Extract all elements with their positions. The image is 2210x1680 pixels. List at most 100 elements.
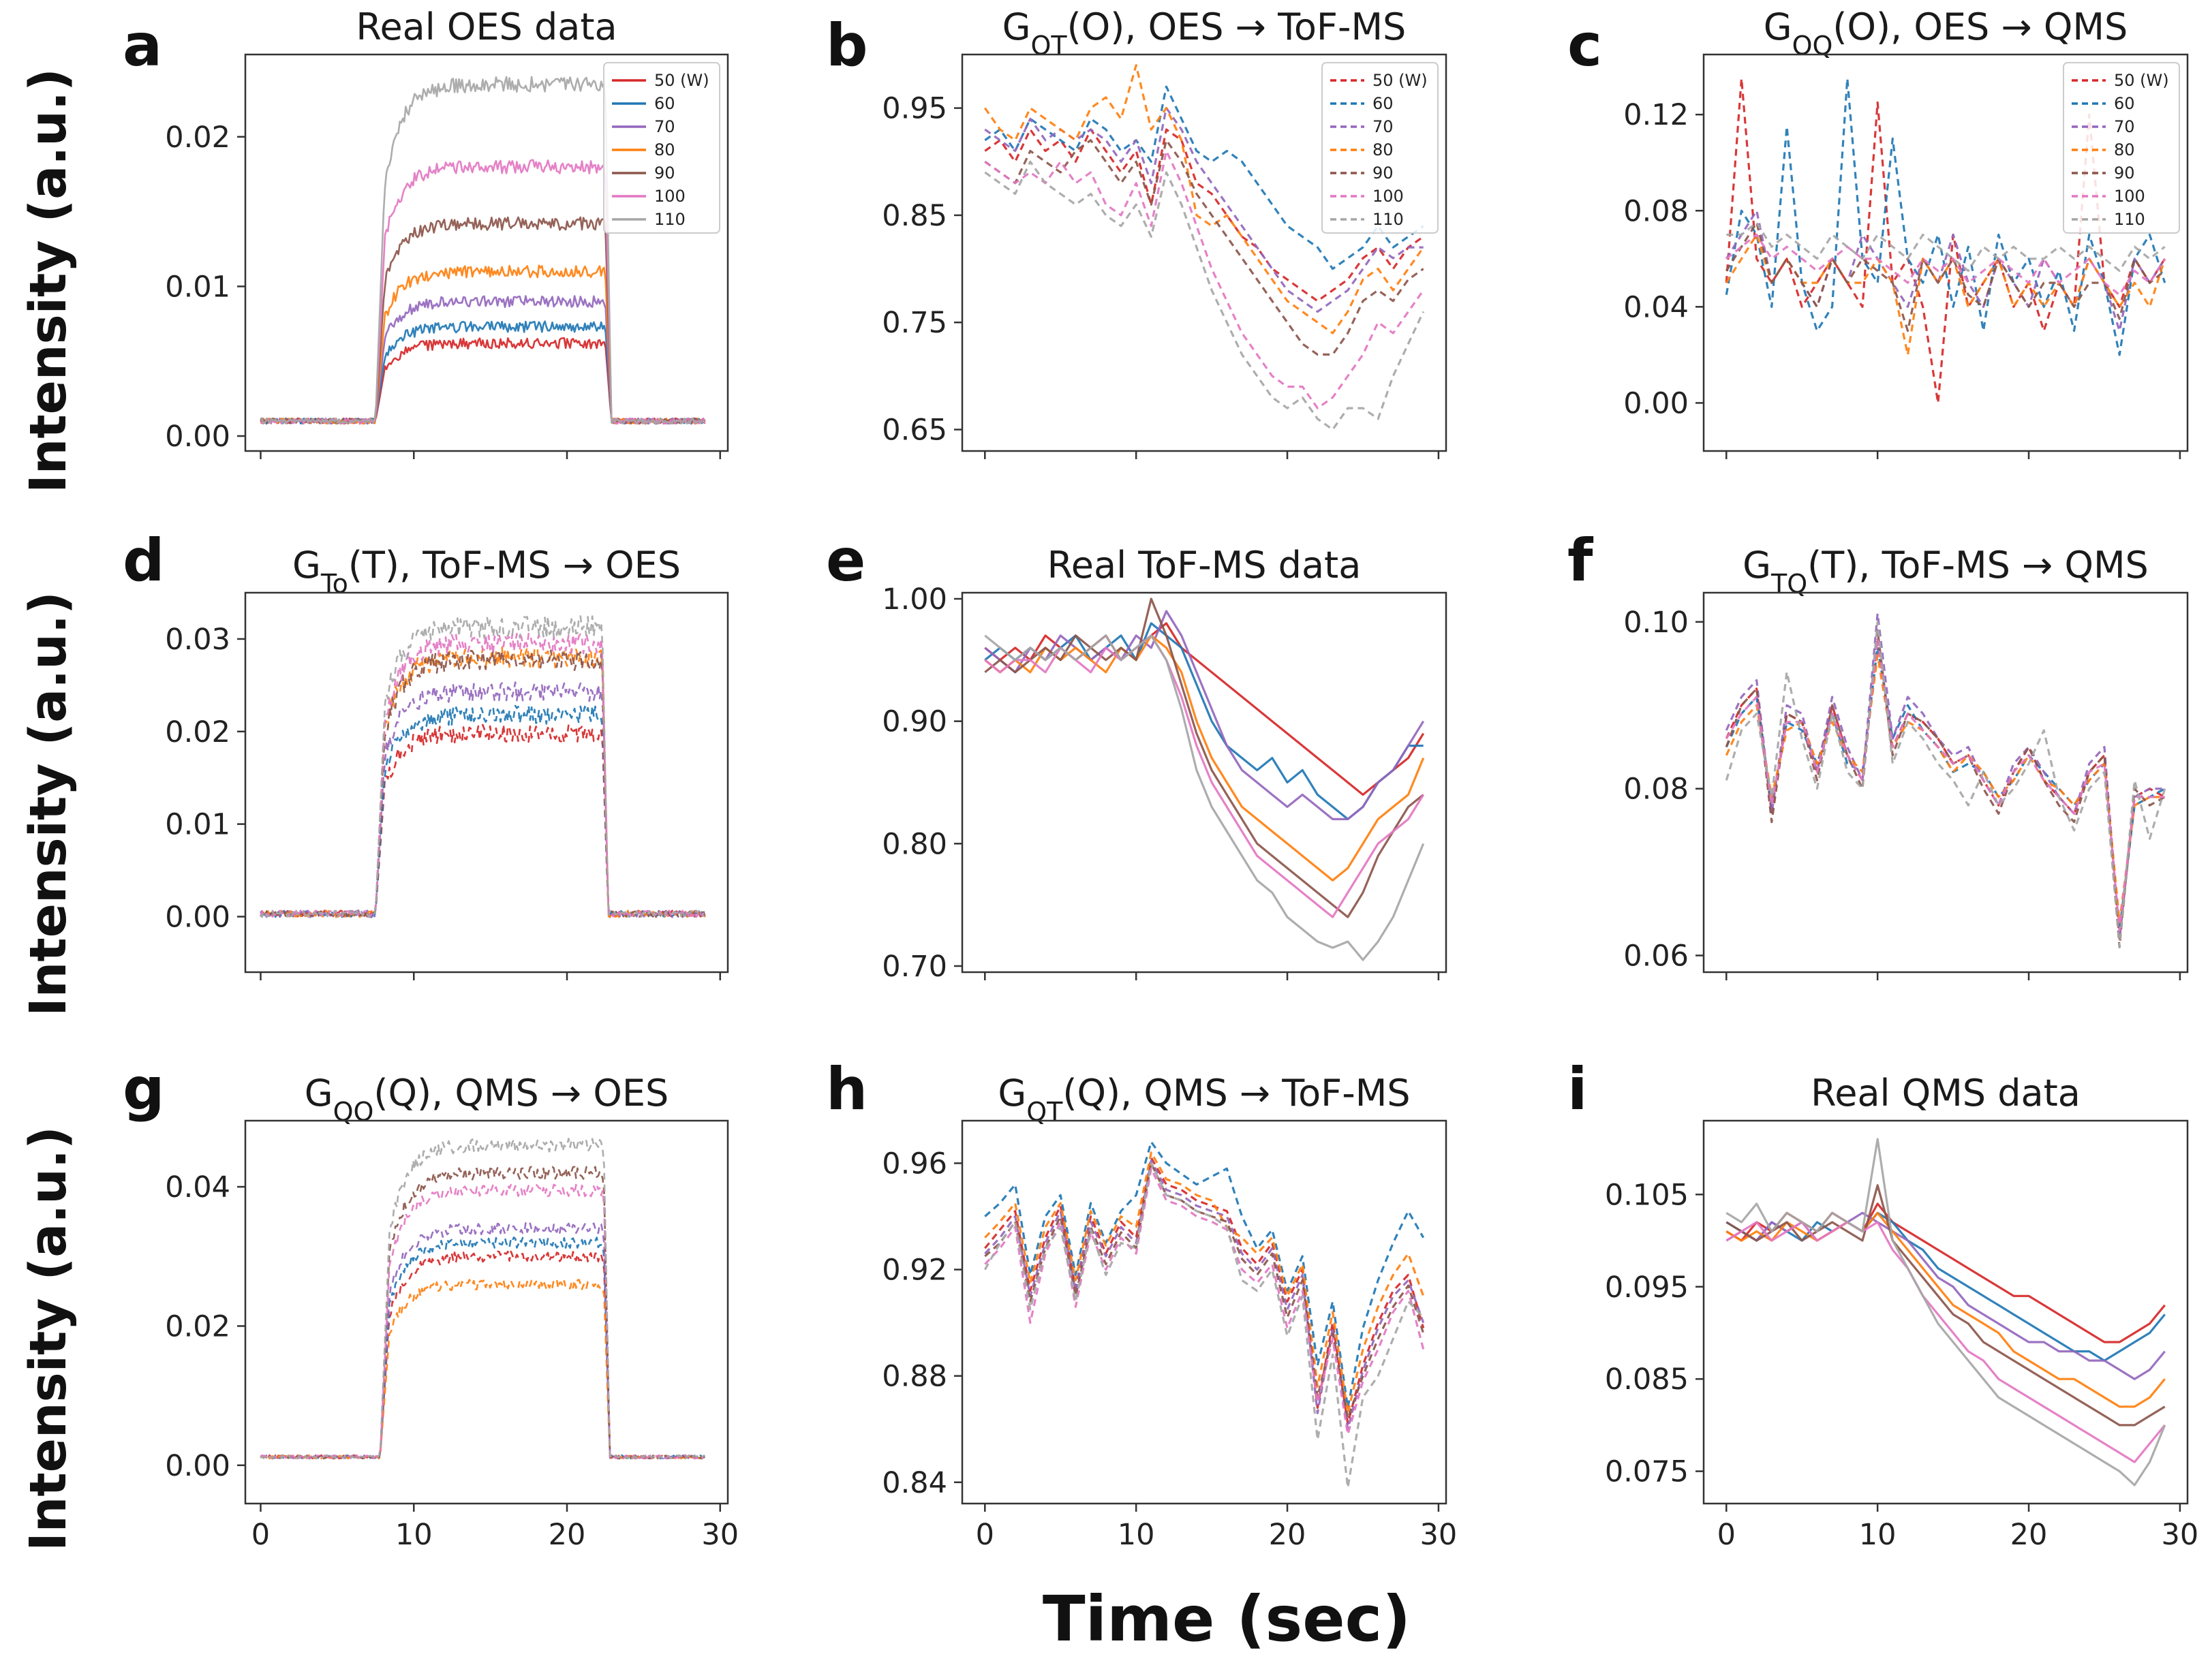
series-line-100 — [984, 1167, 1425, 1436]
legend-entry: 70 — [1372, 117, 1394, 136]
panel-title-main: G — [1002, 5, 1031, 48]
panel-title-tail: (O), OES → QMS — [1832, 5, 2128, 48]
panel-label-e: e — [826, 527, 865, 595]
legend-box — [1321, 62, 1439, 234]
series-line-50w — [984, 128, 1424, 302]
series-line-50w — [984, 1157, 1425, 1425]
y-tick-label: 0.08 — [1623, 194, 1689, 228]
series-line-100 — [260, 1183, 705, 1460]
panel-title-main: G — [292, 544, 321, 587]
series-group — [1725, 77, 2166, 405]
x-tick-label: 30 — [701, 1518, 739, 1552]
series-line-100 — [1725, 1221, 2166, 1463]
y-tick-label: 0.04 — [165, 1170, 230, 1204]
series-line-70 — [984, 610, 1425, 820]
legend: 50 (W) 60 70 80 90 100 110 — [2063, 62, 2180, 234]
series-line-80 — [984, 1151, 1425, 1414]
legend-entry: 70 — [654, 117, 675, 136]
y-tick-label: 0.095 — [1605, 1271, 1689, 1305]
series-line-50w — [260, 724, 706, 918]
panel-d: d GTo(T), ToF-MS → OES 0.00 0.01 0.02 0.03 — [123, 527, 729, 980]
x-tick-label: 10 — [1859, 1518, 1897, 1552]
panel-title-a: Real OES data — [356, 5, 617, 48]
y-tick-label: 0.00 — [1623, 386, 1689, 420]
panel-title-tail: (O), OES → ToF-MS — [1067, 5, 1407, 48]
series-line-110 — [260, 76, 705, 425]
legend: 50 (W) 60 70 80 90 100 110 — [603, 62, 720, 234]
series-group — [260, 1138, 706, 1460]
y-tick-label: 0.00 — [165, 420, 230, 454]
legend-entry: 80 — [1372, 140, 1394, 159]
y-axis-label-row-1: Intensity (a.u.) — [19, 68, 78, 493]
series-group — [983, 64, 1425, 431]
series-line-90 — [260, 1166, 706, 1460]
series-line-100 — [260, 159, 706, 425]
panel-title-e: Real ToF-MS data — [1047, 544, 1362, 587]
x-tick-label: 10 — [1118, 1518, 1155, 1552]
series-line-80 — [984, 634, 1425, 882]
y-tick-label: 0.75 — [882, 306, 947, 340]
series-line-50w — [260, 1250, 705, 1460]
plot-frame — [1702, 1119, 2189, 1505]
series-line-60 — [984, 85, 1424, 270]
y-tick-label: 0.95 — [882, 92, 947, 126]
legend-entry: 60 — [2114, 94, 2135, 113]
y-tick-label: 0.12 — [1623, 98, 1689, 132]
y-tick-label: 0.65 — [882, 414, 947, 448]
series-line-60 — [1725, 646, 2166, 932]
y-tick-label: 0.075 — [1605, 1455, 1689, 1489]
panels-group: a Real OES data 0.00 0.01 0.02 50 (W) 60 70 80 90… — [123, 5, 2198, 1552]
panel-g: g GQO(Q), QMS → OES 0.00 0.02 0.04 0 10 20 30 — [123, 1055, 739, 1552]
y-tick-label: 0.085 — [1605, 1363, 1689, 1397]
legend-entry: 90 — [2114, 164, 2135, 183]
panel-title-main: G — [998, 1072, 1026, 1115]
y-tick-label: 0.03 — [165, 623, 230, 657]
series-line-80 — [260, 647, 706, 918]
y-tick-label: 0.10 — [1623, 606, 1689, 640]
legend-box — [2063, 62, 2180, 234]
series-line-110 — [984, 160, 1425, 431]
panel-title-d: GTo(T), ToF-MS → OES — [292, 544, 681, 599]
x-tick-label: 0 — [1717, 1518, 1736, 1552]
panel-title-main: Real ToF-MS data — [1047, 544, 1362, 587]
panel-title-tail: (Q), QMS → OES — [373, 1072, 669, 1115]
legend-entry: 80 — [654, 140, 675, 159]
x-tick-label: 30 — [1420, 1518, 1458, 1552]
series-line-90 — [1725, 1184, 2166, 1427]
series-line-100 — [984, 634, 1425, 918]
y-tick-label: 0.01 — [165, 808, 230, 842]
series-line-100 — [984, 150, 1425, 409]
panel-title-h: GQT(Q), QMS → ToF-MS — [998, 1072, 1410, 1127]
series-line-60 — [984, 1140, 1425, 1410]
y-axis-label-row-3: Intensity (a.u.) — [19, 1126, 78, 1551]
legend-entry: 100 — [1372, 187, 1404, 206]
panel-title-subscript: TQ — [1770, 569, 1807, 599]
y-tick-label: 0.84 — [882, 1466, 947, 1500]
legend-entry: 90 — [654, 164, 675, 183]
legend-entry: 110 — [2114, 210, 2145, 229]
panel-a: a Real OES data 0.00 0.01 0.02 50 (W) 60 70 80 90… — [123, 5, 729, 459]
panel-title-tail: (Q), QMS → ToF-MS — [1062, 1072, 1410, 1115]
series-line-110 — [1725, 1138, 2166, 1487]
y-tick-label: 0.105 — [1605, 1178, 1689, 1212]
panel-label-d: d — [123, 527, 165, 595]
series-line-110 — [984, 634, 1425, 961]
legend-entry: 80 — [2114, 140, 2135, 159]
panel-title-g: GQO(Q), QMS → OES — [305, 1072, 669, 1127]
panel-h: h GQT(Q), QMS → ToF-MS 0.84 0.88 0.92 0.96 0 10… — [826, 1055, 1457, 1552]
legend-entry: 110 — [1372, 210, 1404, 229]
y-tick-label: 0.85 — [882, 199, 947, 233]
panel-title-subscript: OT — [1031, 31, 1068, 61]
series-line-60 — [260, 320, 706, 425]
y-axis-label-row-2: Intensity (a.u.) — [19, 591, 78, 1016]
series-line-100 — [1725, 233, 2166, 296]
y-tick-label: 0.08 — [1623, 773, 1689, 807]
panel-title-main: Real OES data — [356, 5, 617, 48]
panel-label-f: f — [1567, 527, 1594, 595]
series-group — [260, 76, 706, 425]
y-tick-label: 0.92 — [882, 1254, 947, 1288]
series-line-90 — [984, 1162, 1425, 1420]
panel-e: e Real ToF-MS data 0.70 0.80 0.90 1.00 — [826, 527, 1447, 984]
plot-frame — [961, 53, 1447, 452]
panel-title-b: GOT(O), OES → ToF-MS — [1002, 5, 1407, 61]
